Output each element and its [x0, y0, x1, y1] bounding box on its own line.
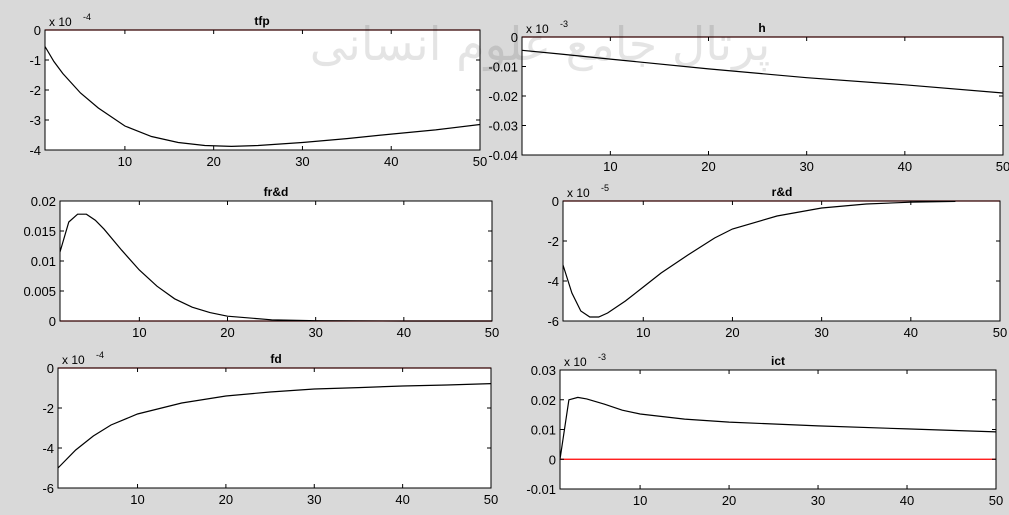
x-tick-label: 30	[814, 325, 828, 340]
y-tick-label: -0.02	[488, 89, 518, 104]
x-tick-label: 50	[989, 493, 1003, 508]
y-tick-label: 0.02	[31, 194, 56, 209]
axis-exponent: x 10	[567, 186, 590, 200]
subplot-title: fr&d	[264, 185, 289, 199]
y-tick-label: -4	[547, 274, 559, 289]
series-line-ict	[559, 396, 997, 460]
series-line-rd	[562, 200, 956, 318]
subplot-title: ict	[771, 354, 785, 368]
y-tick-label: -1	[29, 53, 41, 68]
x-tick-label: 30	[799, 159, 813, 174]
x-tick-label: 30	[811, 493, 825, 508]
y-tick-label: 0	[549, 452, 556, 467]
x-tick-label: 50	[485, 325, 499, 340]
axis-exponent-power: -4	[83, 12, 91, 22]
x-tick-label: 40	[898, 159, 912, 174]
axis-exponent: x 10	[526, 22, 549, 36]
y-tick-label: -0.01	[488, 60, 518, 75]
y-tick-label: -2	[29, 83, 41, 98]
x-tick-label: 10	[636, 325, 650, 340]
subplot-title: r&d	[772, 185, 793, 199]
plot-area	[60, 201, 492, 321]
y-tick-label: 0	[552, 194, 559, 209]
y-tick-label: -0.04	[488, 148, 518, 163]
x-tick-label: 10	[603, 159, 617, 174]
x-tick-label: 10	[130, 492, 144, 507]
subplot-frd: 10 20 30 40 50 0.02 0.015 0.01 0.005 0 fr&d	[23, 185, 499, 340]
series-line-fd	[57, 383, 492, 469]
y-tick-label: -2	[547, 234, 559, 249]
axis-exponent-power: -3	[598, 352, 606, 362]
axis-exponent: x 10	[62, 353, 85, 367]
subplot-title: tfp	[254, 14, 269, 28]
x-tick-label: 30	[308, 325, 322, 340]
subplot-grid: 10 20 30 40 50 0 -1 -2 -3 -4 tfp x 10 -4 10 20 30 40 50 0 -…	[23, 12, 1009, 508]
subplot-rd: 10 20 30 40 50 0 -2 -4 -6 r&d x 10 -5	[547, 183, 1007, 340]
x-tick-label: 50	[484, 492, 498, 507]
x-tick-label: 40	[904, 325, 918, 340]
x-tick-label: 20	[206, 154, 220, 169]
x-tick-label: 40	[900, 493, 914, 508]
x-tick-label: 10	[118, 154, 132, 169]
x-tick-label: 40	[384, 154, 398, 169]
x-tick-label: 50	[473, 154, 487, 169]
x-tick-label: 20	[725, 325, 739, 340]
y-tick-label: 0	[511, 30, 518, 45]
y-tick-label: -2	[42, 401, 54, 416]
x-tick-label: 20	[219, 492, 233, 507]
y-tick-label: 0.015	[23, 224, 56, 239]
y-tick-label: 0.02	[531, 393, 556, 408]
plot-area	[563, 201, 1000, 321]
x-tick-label: 40	[395, 492, 409, 507]
plot-area	[58, 368, 491, 488]
plot-area	[45, 30, 480, 150]
series-line-tfp	[44, 46, 481, 148]
y-tick-label: -6	[42, 481, 54, 496]
subplot-tfp: 10 20 30 40 50 0 -1 -2 -3 -4 tfp x 10 -4	[29, 12, 487, 169]
subplot-fd: 10 20 30 40 50 0 -2 -4 -6 fd x 10 -4	[42, 350, 498, 507]
subplot-h: 10 20 30 40 50 0 -0.01 -0.02 -0.03 -0.04 h x 10 -3	[488, 19, 1009, 174]
axis-exponent-power: -3	[560, 19, 568, 29]
x-tick-label: 10	[132, 325, 146, 340]
y-tick-label: 0	[47, 361, 54, 376]
series-line-h	[521, 49, 1004, 94]
y-tick-label: 0	[49, 314, 56, 329]
y-tick-label: -3	[29, 113, 41, 128]
y-tick-label: 0.03	[531, 363, 556, 378]
axes-frame	[562, 200, 1001, 322]
axes-frame	[57, 367, 492, 489]
y-tick-label: 0.005	[23, 284, 56, 299]
x-tick-label: 30	[307, 492, 321, 507]
y-tick-label: 0.01	[31, 254, 56, 269]
x-tick-label: 50	[993, 325, 1007, 340]
y-tick-label: -0.01	[526, 482, 556, 497]
axis-exponent-power: -5	[601, 183, 609, 193]
subplot-title: fd	[270, 352, 281, 366]
y-tick-label: -4	[29, 143, 41, 158]
y-tick-label: -4	[42, 441, 54, 456]
watermark: پرتال جامع علوم انسانی	[310, 17, 771, 72]
series-line-frd	[59, 213, 492, 322]
y-tick-label: -0.03	[488, 119, 518, 134]
y-tick-label: 0.01	[531, 423, 556, 438]
y-tick-label: -6	[547, 314, 559, 329]
x-tick-label: 30	[295, 154, 309, 169]
subplot-ict: 10 20 30 40 50 0.03 0.02 0.01 0 -0.01 ict x 10 -3	[526, 352, 1003, 508]
axis-exponent: x 10	[49, 15, 72, 29]
axis-exponent: x 10	[564, 355, 587, 369]
x-tick-label: 50	[996, 159, 1009, 174]
plot-area	[522, 37, 1003, 155]
x-tick-label: 20	[722, 493, 736, 508]
subplot-title: h	[758, 21, 765, 35]
y-tick-label: 0	[34, 23, 41, 38]
axis-exponent-power: -4	[96, 350, 104, 360]
x-tick-label: 20	[220, 325, 234, 340]
x-tick-label: 10	[633, 493, 647, 508]
x-tick-label: 40	[397, 325, 411, 340]
x-tick-label: 20	[701, 159, 715, 174]
